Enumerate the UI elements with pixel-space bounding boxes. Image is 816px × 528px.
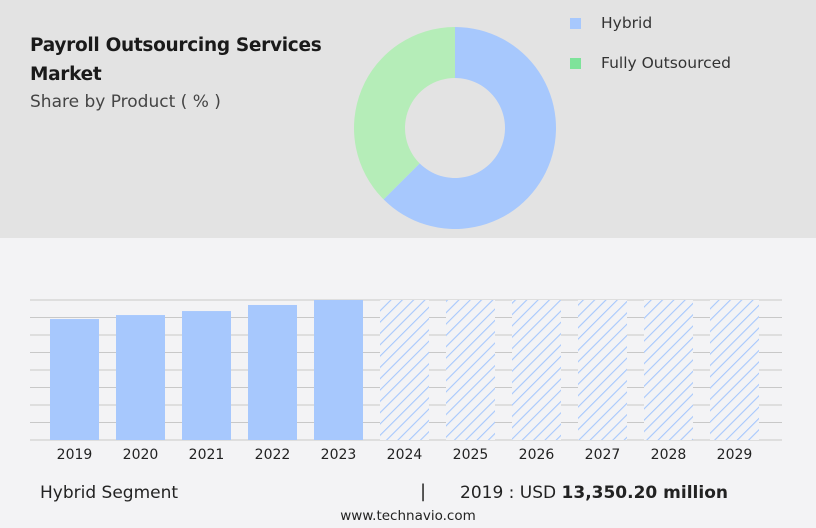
year-label: 2019 : USD	[460, 483, 557, 503]
legend-swatch	[570, 57, 581, 69]
chart-title: Payroll Outsourcing Services Market	[30, 35, 322, 85]
chart-subtitle: Share by Product ( % )	[30, 92, 221, 112]
x-tick-label: 2022	[255, 447, 291, 463]
x-tick-label: 2024	[387, 447, 423, 463]
x-tick-label: 2025	[453, 447, 489, 463]
forecast-bar-2028	[644, 300, 693, 440]
bar-2023	[314, 300, 363, 440]
donut-slice-fully-outsourced	[353, 27, 455, 200]
legend-label: Fully Outsourced	[601, 54, 732, 72]
donut-chart	[353, 27, 556, 229]
legend-item-fully-outsourced: Fully Outsourced	[570, 54, 731, 72]
x-tick-label: 2028	[651, 447, 687, 463]
x-tick-label: 2027	[585, 447, 621, 463]
x-tick-label: 2021	[189, 447, 225, 463]
bar-2021	[182, 311, 231, 440]
segment-value: 2019 : USD 13,350.20 million	[460, 483, 728, 503]
forecast-bar-2029	[710, 300, 759, 440]
x-tick-label: 2023	[321, 447, 357, 463]
donut-slice-hybrid	[383, 27, 556, 229]
legend-swatch	[570, 17, 581, 29]
forecast-bar-2024	[380, 300, 429, 440]
separator: |	[420, 481, 427, 502]
value-text: 13,350.20 million	[561, 483, 728, 503]
bar-2022	[248, 304, 297, 440]
bar-2020	[116, 315, 165, 440]
x-tick-label: 2020	[123, 447, 159, 463]
segment-label: Hybrid Segment	[40, 483, 179, 503]
bar-2019	[50, 319, 99, 440]
forecast-bar-2027	[578, 300, 627, 440]
x-tick-label: 2029	[717, 447, 753, 463]
forecast-bar-2025	[446, 300, 495, 440]
forecast-bar-2026	[512, 300, 561, 440]
legend-item-hybrid: Hybrid	[570, 14, 652, 32]
x-tick-label: 2026	[519, 447, 555, 463]
x-tick-label: 2019	[57, 447, 93, 463]
bar-chart: 2019 2020 2021 2022 2023 2024 2025 2026 2027 2028…	[30, 299, 782, 463]
source-link[interactable]: www.technavio.com	[340, 508, 476, 524]
legend-label: Hybrid	[601, 14, 653, 32]
